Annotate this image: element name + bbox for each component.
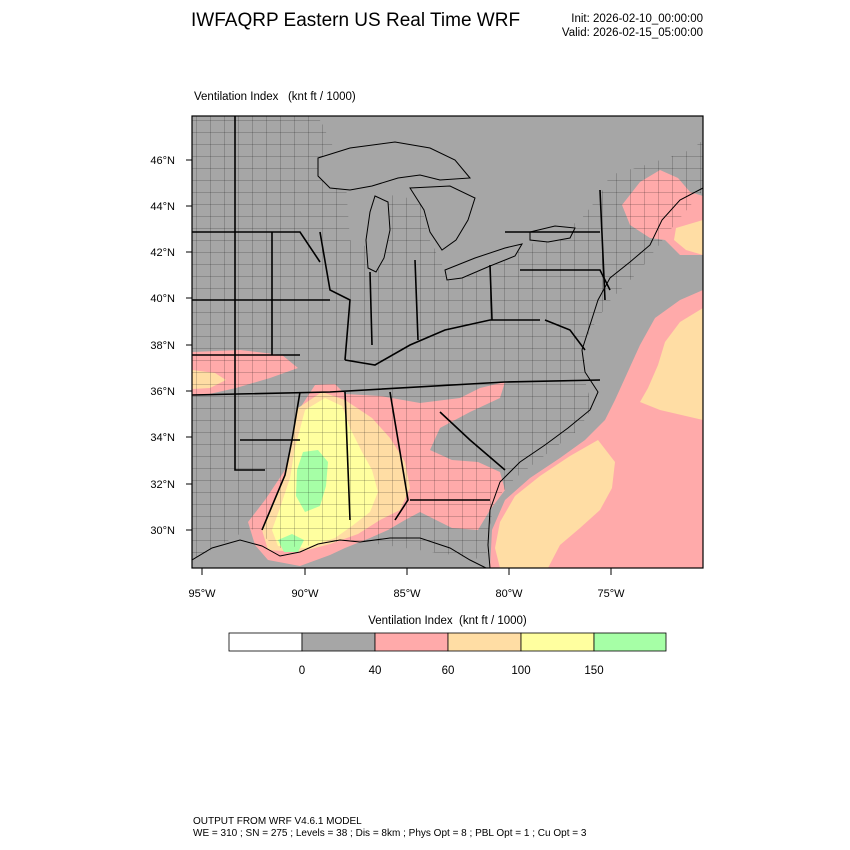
colorbar-box: [301, 632, 376, 652]
lat-label: 38°N: [150, 340, 175, 352]
gulf-coast: [192, 537, 487, 568]
vi-60-100-offshore-south: [495, 440, 615, 568]
lat-label: 40°N: [150, 293, 175, 305]
lake-huron: [409, 185, 476, 251]
colorbar-tick-label: 150: [584, 665, 603, 677]
lake-superior: [317, 141, 472, 191]
lon-label: 85°W: [393, 588, 421, 600]
field-title: Ventilation Index (knt ft / 1000): [194, 91, 356, 103]
colorbar-box: [593, 632, 667, 652]
colorbar-tick-label: 60: [442, 665, 455, 677]
colorbar-title: Ventilation Index (knt ft / 1000): [368, 615, 527, 627]
vi-60-100-atlantic: [640, 308, 703, 420]
lon-label: 80°W: [495, 588, 523, 600]
lake-erie: [444, 243, 524, 281]
vi-60-100-northeast: [674, 220, 703, 255]
map-area: [192, 116, 703, 568]
lon-label: 95°W: [188, 588, 216, 600]
footer-model-line: OUTPUT FROM WRF V4.6.1 MODEL: [193, 816, 362, 827]
state-boundaries: [192, 116, 611, 531]
colorbar-tick-label: 0: [299, 665, 305, 677]
colorbar: [228, 632, 667, 652]
water-bodies: [192, 141, 703, 568]
colorbar-tick-label: 100: [511, 665, 530, 677]
latitude-axis: [186, 159, 192, 531]
colorbar-box: [520, 632, 595, 652]
lat-label: 46°N: [150, 155, 175, 167]
map-frame: [191, 115, 704, 569]
colorbar-box: [228, 632, 303, 652]
colorbar-tick-label: 40: [369, 665, 382, 677]
lake-michigan: [365, 195, 391, 273]
atlantic-coast: [487, 187, 703, 568]
colorbar-tick-labels: 0 40 60 100 150: [299, 665, 604, 677]
lon-label: 90°W: [291, 588, 319, 600]
lake-ontario: [529, 225, 576, 243]
latitude-labels: 46°N 44°N 42°N 40°N 38°N 36°N 34°N 32°N …: [150, 155, 175, 537]
lat-label: 32°N: [150, 479, 175, 491]
valid-time: Valid: 2026-02-15_05:00:00: [561, 27, 703, 39]
lat-label: 36°N: [150, 386, 175, 398]
footer-config-line: WE = 310 ; SN = 275 ; Levels = 38 ; Dis …: [193, 828, 587, 839]
lat-label: 44°N: [150, 201, 175, 213]
county-lines: [192, 116, 703, 560]
colorbar-box: [447, 632, 522, 652]
longitude-axis: [201, 568, 612, 575]
colorbar-box: [374, 632, 449, 652]
lat-label: 30°N: [150, 525, 175, 537]
longitude-labels: 95°W 90°W 85°W 80°W 75°W: [188, 588, 625, 600]
init-time: Init: 2026-02-10_00:00:00: [571, 13, 703, 25]
lat-label: 42°N: [150, 247, 175, 259]
lon-label: 75°W: [597, 588, 625, 600]
lat-label: 34°N: [150, 432, 175, 444]
main-title: IWFAQRP Eastern US Real Time WRF: [191, 10, 521, 31]
